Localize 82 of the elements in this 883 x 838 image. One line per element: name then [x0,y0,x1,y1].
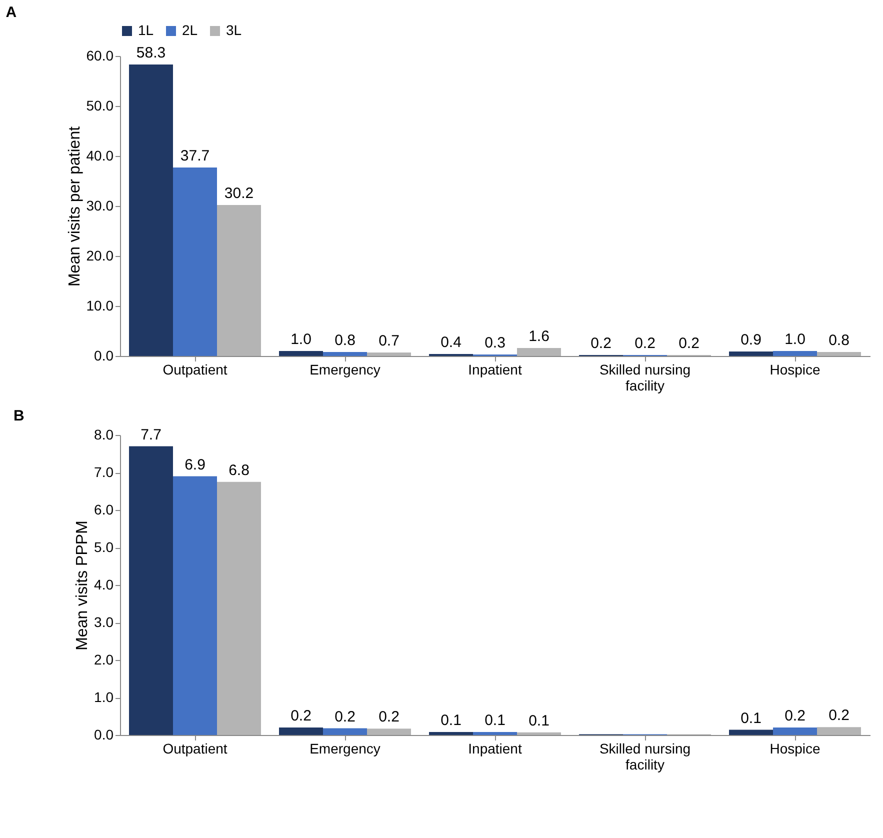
bar [129,64,173,356]
legend-label: 1L [138,22,154,38]
data-label: 0.8 [334,332,356,349]
data-label: 6.9 [184,456,206,474]
bar [173,476,217,735]
y-tick-label: 4.0 [94,576,114,592]
bar [473,732,517,735]
y-tick-label: 40.0 [86,148,114,164]
bar [729,730,773,735]
data-label: 7.7 [140,426,162,444]
data-label: 0.2 [634,335,656,352]
bar [129,446,173,735]
bar [323,352,367,356]
data-label: 30.2 [224,185,254,202]
bar [217,482,261,735]
x-tick-label: Outpatient [162,740,228,756]
data-label: 0.8 [828,332,850,349]
y-tick-label: 30.0 [86,198,114,214]
data-label: 0.1 [440,712,462,729]
y-tick-label: 20.0 [86,248,114,264]
y-tick-label: 0.0 [94,348,114,364]
data-label: 1.0 [290,331,312,348]
bar [367,352,411,356]
y-tick-label: 50.0 [86,98,114,114]
legend-label: 2L [182,22,198,38]
x-tick-label: Hospice [770,740,820,756]
x-tick-label: Inpatient [468,362,522,378]
bar [173,168,217,356]
y-tick-label: 3.0 [94,614,114,630]
data-label: 1.0 [784,331,806,348]
data-label: 0.1 [528,712,550,730]
data-label: 0.2 [828,707,850,724]
data-label: 0.2 [334,708,356,726]
data-label: 0.2 [784,708,806,724]
chart-title: A [6,4,17,21]
y-tick-label: 0.0 [94,726,114,742]
bar [217,205,261,356]
y-tick-label: 60.0 [86,48,114,64]
x-tick-label: Outpatient [162,362,228,378]
bar [517,348,561,356]
data-label: 0.2 [678,335,700,352]
x-tick-label: Hospice [770,362,820,378]
y-tick-label: 2.0 [94,652,114,668]
y-tick-label: 6.0 [94,502,114,518]
chart-title: B [14,407,25,424]
y-axis-title: Mean visits PPPM [74,520,92,650]
y-tick-label: 7.0 [94,464,114,480]
bar [773,351,817,356]
data-label: 0.7 [378,332,400,350]
y-axis-title: Mean visits per patient [66,126,84,287]
data-label: 58.3 [136,44,166,62]
data-label: 0.4 [440,334,462,351]
bar [773,728,817,735]
data-label: 37.7 [180,148,210,164]
x-tick-label: Inpatient [468,740,522,756]
x-tick-label: Emergency [310,740,380,756]
bar [367,728,411,735]
bar [729,352,773,356]
bar [279,351,323,356]
data-label: 0.1 [740,710,762,727]
bar [323,728,367,735]
bar [429,732,473,735]
bar [279,728,323,735]
y-tick-label: 10.0 [86,298,114,314]
data-label: 0.9 [740,332,762,348]
data-label: 0.2 [378,708,400,726]
data-label: 1.6 [528,328,550,345]
data-label: 6.8 [228,462,250,479]
data-label: 0.2 [590,335,612,352]
x-tick-label: Skilled nursing facility [599,740,691,772]
bar [817,727,861,735]
data-label: 0.1 [484,712,506,729]
y-tick-label: 1.0 [94,689,114,705]
y-tick-label: 5.0 [94,539,114,555]
x-tick-label: Emergency [310,362,380,378]
y-tick-label: 8.0 [94,426,114,442]
x-tick-label: Skilled nursing facility [599,362,691,394]
bar [817,352,861,356]
data-label: 0.2 [290,708,312,724]
data-label: 0.3 [484,334,506,352]
bar [517,732,561,735]
legend-label: 3L [226,22,242,38]
